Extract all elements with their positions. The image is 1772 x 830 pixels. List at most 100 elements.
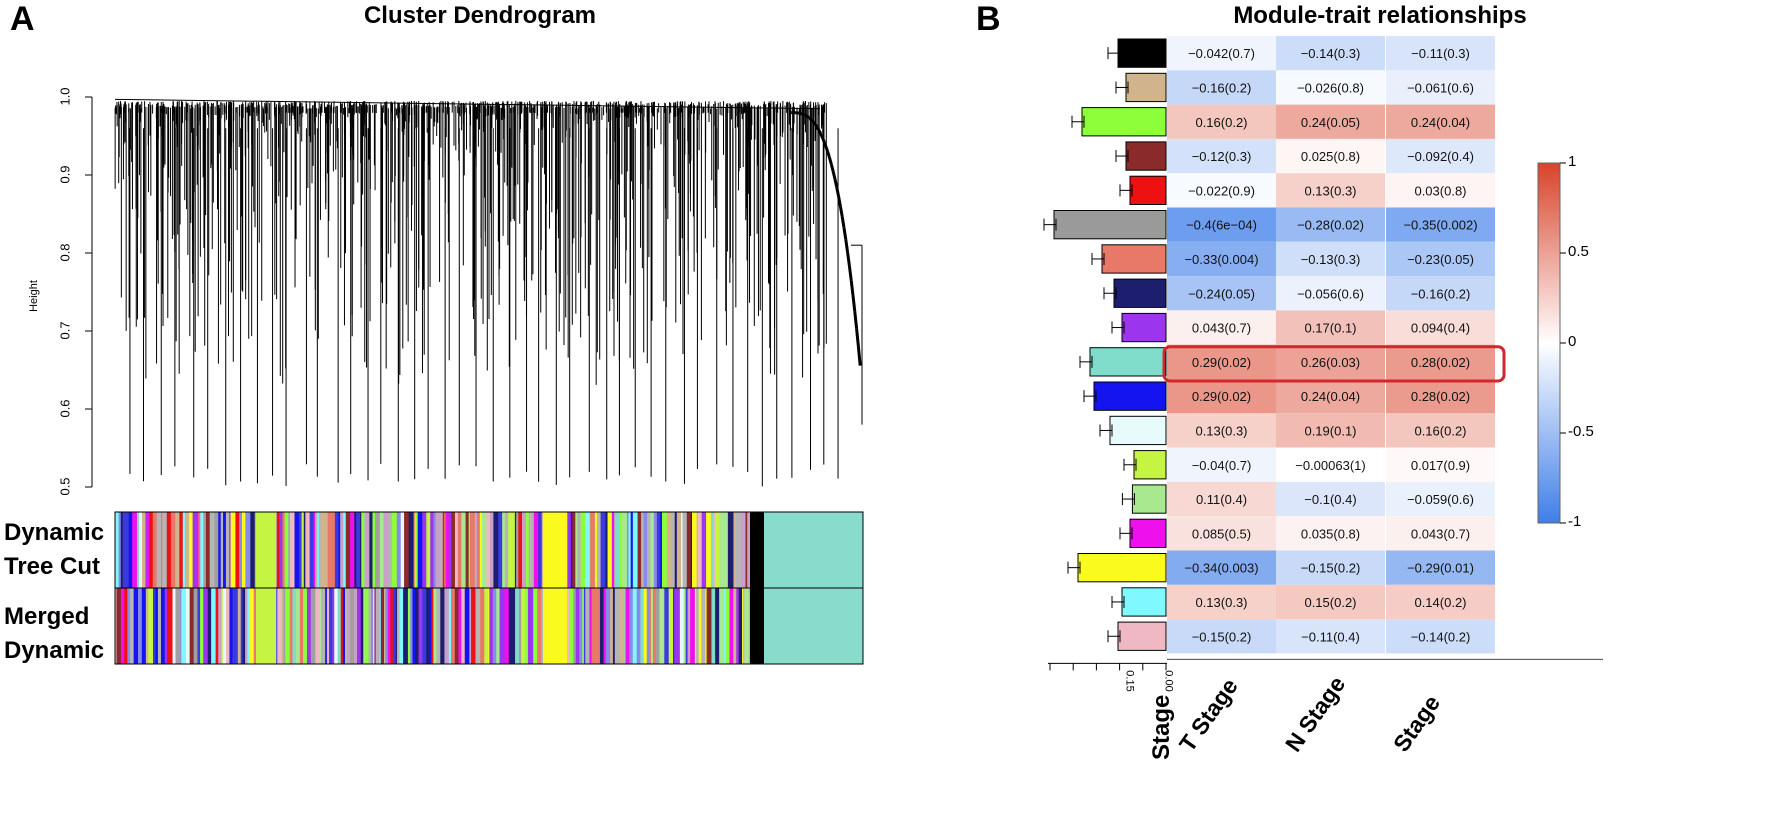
- heatmap-cell: [1276, 550, 1385, 585]
- merged-dynamic-colors-strip: [471, 588, 476, 664]
- merged-dynamic-colors-strip: [167, 588, 172, 664]
- heatmap-cell-label: −0.24(0.05): [1188, 286, 1255, 301]
- dynamic-tree-cut-colors-strip: [451, 512, 456, 588]
- legend-tick-label: -1: [1568, 513, 1582, 530]
- dynamic-tree-cut-colors-strip: [643, 512, 648, 588]
- merged-dynamic-colors-strip: [489, 588, 494, 664]
- heatmap-cell: [1386, 619, 1495, 654]
- merged-dynamic-colors-strip: [410, 588, 413, 664]
- heatmap-cell: [1276, 241, 1385, 277]
- dynamic-tree-cut-colors-strip: [415, 512, 419, 588]
- merged-dynamic-colors-strip: [524, 588, 529, 664]
- dynamic-tree-cut-colors-strip: [570, 512, 573, 588]
- dynamic-tree-cut-colors-strip: [223, 512, 227, 588]
- dynamic-tree-cut-colors-strip: [230, 512, 236, 588]
- dynamic-tree-cut-colors-strip: [122, 512, 125, 588]
- dynamic-tree-cut-colors-strip: [161, 512, 163, 588]
- merged-dynamic-colors-strip: [696, 588, 700, 664]
- dynamic-tree-cut-colors-strip: [146, 512, 150, 588]
- heatmap-column-label: T Stage: [1173, 673, 1243, 757]
- dynamic-tree-cut-colors-strip: [192, 512, 198, 588]
- dynamic-tree-cut-colors-strip: [637, 512, 642, 588]
- dynamic-tree-cut-colors-strip: [413, 512, 416, 588]
- merged-dynamic-colors-strip: [200, 588, 204, 664]
- dynamic-tree-cut-colors-strip: [600, 512, 606, 588]
- heatmap-cell-label: 0.26(0.03): [1301, 355, 1360, 370]
- dynamic-tree-cut-colors-strip: [489, 512, 494, 588]
- dynamic-tree-cut-colors: [114, 511, 864, 589]
- merged-dynamic-colors-strip: [193, 588, 198, 664]
- dendrogram-curve: [847, 265, 853, 281]
- heatmap-cell-label: 0.017(0.9): [1411, 458, 1470, 473]
- merged-dynamic-colors-strip: [687, 588, 691, 664]
- dynamic-tree-cut-colors-strip: [691, 512, 698, 588]
- heatmap-cell: [1167, 481, 1276, 517]
- dynamic-tree-cut-colors-strip: [388, 512, 391, 588]
- dendrogram-curve: [812, 121, 817, 126]
- merged-dynamic-colors-strip: [444, 588, 450, 664]
- dendrogram-curve: [835, 187, 841, 197]
- merged-dynamic-colors-strip: [171, 588, 174, 664]
- dendrogram-title: Cluster Dendrogram: [363, 2, 597, 29]
- heatmap-cell-label: −0.026(0.8): [1297, 80, 1364, 95]
- merged-dynamic-colors-strip: [705, 588, 708, 664]
- merged-dynamic-label-line1: Merged: [4, 603, 90, 630]
- panel-b-letter: B: [976, 0, 1001, 38]
- heatmap-cell: [1276, 447, 1385, 482]
- merged-dynamic-colors-strip: [183, 588, 187, 664]
- merged-dynamic-colors-strip: [605, 588, 611, 664]
- panel-a-letter: A: [10, 0, 35, 38]
- dendrogram-curve: [846, 252, 851, 267]
- dynamic-tree-cut-colors-strip: [714, 512, 716, 588]
- merged-dynamic-colors-strip: [632, 588, 635, 664]
- dynamic-tree-cut-colors-strip: [132, 512, 138, 588]
- merged-dynamic-colors-strip: [306, 588, 312, 664]
- merged-dynamic-colors-strip: [448, 588, 452, 664]
- heatmap-cell: [1386, 516, 1495, 551]
- dynamic-tree-cut-colors-strip: [408, 512, 415, 588]
- dynamic-tree-cut-colors-strip: [469, 512, 476, 588]
- dendrogram-curve: [821, 136, 826, 143]
- heatmap-cell: [1167, 207, 1276, 242]
- merged-dynamic-colors-strip: [124, 588, 128, 664]
- dendrogram-curve: [822, 141, 828, 148]
- heatmap-cell-label: −0.4(6e−04): [1186, 218, 1257, 233]
- merged-dynamic-colors-strip: [387, 588, 391, 664]
- heatmap-cell-label: −0.15(0.2): [1301, 561, 1361, 576]
- dendrogram-y-tick-label: 0.7: [57, 321, 73, 340]
- bar-axis-label: Stage: [1148, 694, 1175, 760]
- heatmap-cell-label: 0.24(0.05): [1301, 115, 1360, 130]
- heatmap-cell: [1386, 207, 1495, 242]
- heatmap-cell-label: −0.022(0.9): [1188, 183, 1255, 198]
- merged-dynamic-colors-strip: [464, 588, 470, 664]
- merged-dynamic-colors-strip: [591, 588, 595, 664]
- module-bar: [1117, 621, 1167, 651]
- merged-dynamic-colors-strip: [385, 588, 389, 664]
- dynamic-tree-cut-colors-strip: [239, 512, 243, 588]
- dynamic-tree-cut-colors-strip: [383, 512, 389, 588]
- merged-dynamic-label: Merged Dynamic: [4, 600, 104, 668]
- heatmap-cell: [1276, 379, 1385, 414]
- module-bar: [1121, 587, 1167, 617]
- dendrogram-branches: [114, 98, 863, 487]
- merged-dynamic-colors-strip: [659, 588, 665, 664]
- dynamic-tree-cut-colors-strip: [528, 512, 534, 588]
- merged-dynamic-colors-block: [256, 588, 276, 664]
- merged-dynamic-colors-strip: [371, 588, 374, 664]
- merged-dynamic-colors-strip: [337, 588, 342, 664]
- merged-dynamic-colors-strip: [418, 588, 423, 664]
- dynamic-tree-cut-colors-strip: [327, 512, 331, 588]
- dynamic-tree-cut-colors-strip: [115, 512, 120, 588]
- dynamic-tree-cut-colors-strip: [301, 512, 305, 588]
- merged-dynamic-colors-strip: [569, 588, 574, 664]
- dynamic-tree-cut-colors-strip: [481, 512, 487, 588]
- dynamic-tree-cut-colors-strip: [509, 512, 516, 588]
- dynamic-tree-cut-colors-strip: [145, 512, 148, 588]
- merged-dynamic-colors-strip: [575, 588, 580, 664]
- merged-dynamic-colors-strip: [458, 588, 462, 664]
- dynamic-tree-cut-colors-strip: [614, 512, 616, 588]
- dynamic-tree-cut-colors-strip: [139, 512, 143, 588]
- heatmap-cell: [1276, 104, 1385, 139]
- dendrogram-curve: [815, 126, 821, 131]
- heatmap-cell: [1167, 550, 1276, 585]
